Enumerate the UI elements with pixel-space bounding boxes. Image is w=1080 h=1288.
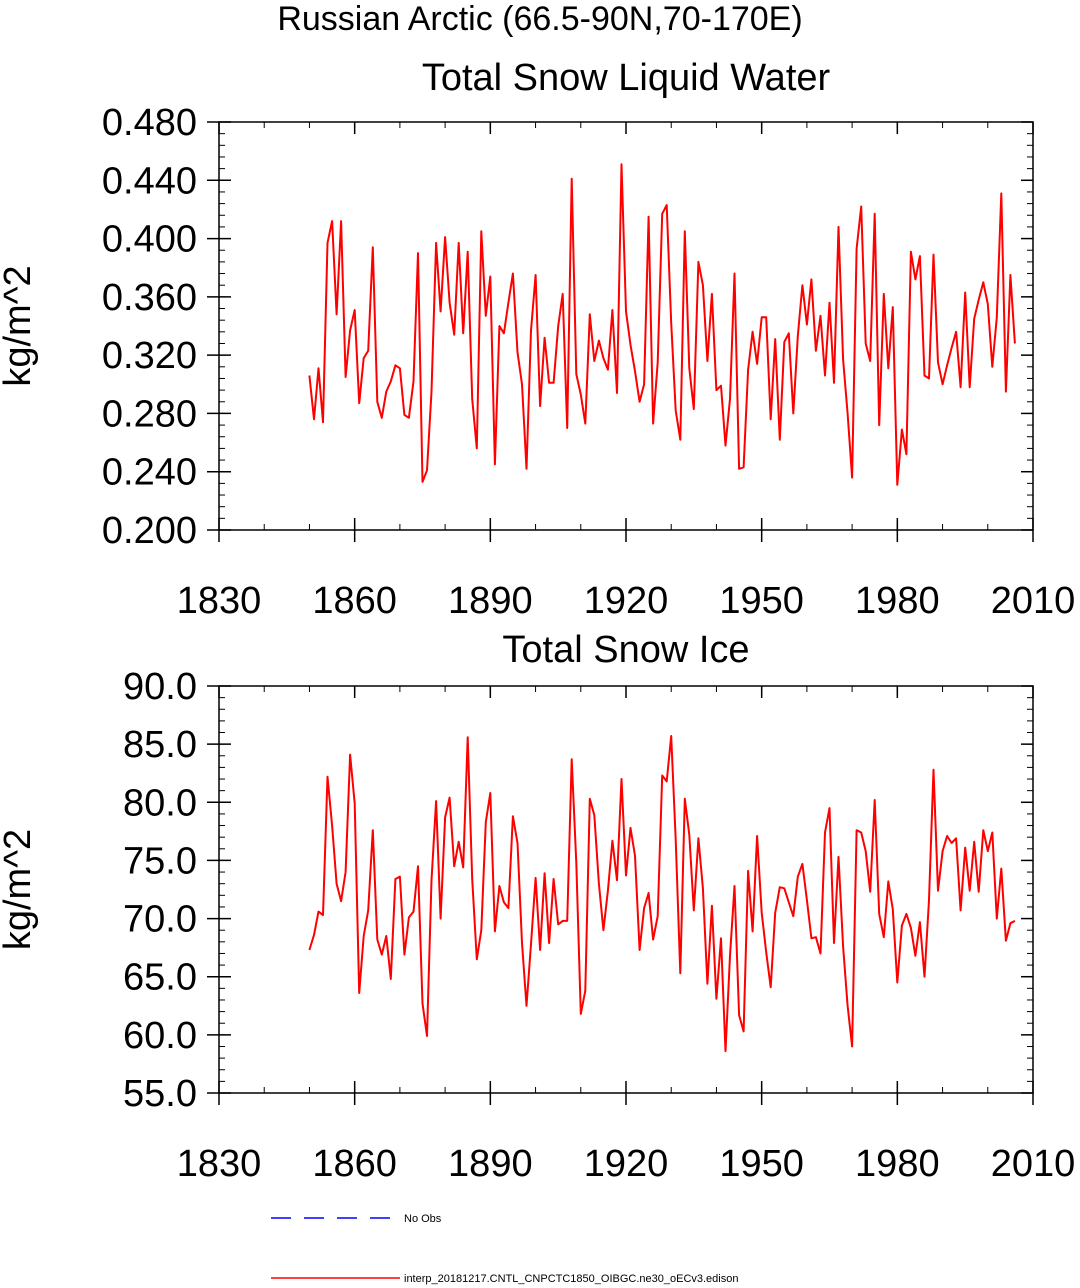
legend: No Obs interp_20181217.CNTL_CNPCTC1850_OI…	[271, 1213, 738, 1285]
chart-0-ytick-label: 0.200	[102, 510, 197, 552]
chart-1-ytick-label: 60.0	[123, 1015, 197, 1057]
chart-0-ytick-label: 0.400	[102, 219, 197, 261]
legend-label-1: interp_20181217.CNTL_CNPCTC1850_OIBGC.ne…	[404, 1273, 738, 1285]
chart-0-xtick-label: 1890	[448, 580, 533, 622]
chart-1-xtick-label: 2010	[991, 1143, 1076, 1185]
chart-0-xtick-label: 1860	[312, 580, 397, 622]
chart-1-xtick-label: 1830	[177, 1143, 262, 1185]
chart-1-ytick-label: 75.0	[123, 840, 197, 882]
chart-0-series-line-0	[308, 163, 1016, 486]
chart-0-xtick-label: 1980	[855, 580, 940, 622]
chart-1-title: Total Snow Ice	[502, 629, 749, 671]
chart-1-frame	[218, 685, 1034, 1094]
chart-1-ylabel: kg/m^2	[0, 829, 39, 950]
chart-0-title: Total Snow Liquid Water	[422, 57, 831, 99]
chart-1-xtick-label: 1890	[448, 1143, 533, 1185]
chart-0-xtick-label: 2010	[991, 580, 1076, 622]
chart-1-xtick-label: 1920	[584, 1143, 669, 1185]
chart-0-frame	[218, 121, 1034, 531]
chart-1-ytick-label: 90.0	[123, 666, 197, 708]
chart-1-series-line-0	[308, 735, 1016, 1053]
chart-0-ytick-label: 0.360	[102, 277, 197, 319]
chart-panel-snow-ice: Total Snow Ice kg/m^2 55.0 60.0 65.0 70.0 75.0…	[0, 629, 1075, 1185]
chart-0-xtick-label: 1950	[719, 580, 804, 622]
chart-0-ytick-label: 0.320	[102, 335, 197, 377]
chart-1-ytick-label: 55.0	[123, 1073, 197, 1115]
legend-label-0: No Obs	[404, 1213, 442, 1225]
chart-panel-snow-liquid-water: Total Snow Liquid Water kg/m^2 0.200 0.240 0…	[0, 57, 1075, 622]
chart-0-xtick-label: 1920	[584, 580, 669, 622]
chart-1-xtick-label: 1950	[719, 1143, 804, 1185]
figure-title: Russian Arctic (66.5-90N,70-170E)	[277, 0, 802, 38]
chart-1-ytick-label: 80.0	[123, 782, 197, 824]
chart-0-ytick-label: 0.280	[102, 393, 197, 435]
chart-1-ytick-label: 65.0	[123, 957, 197, 999]
chart-0-ytick-label: 0.480	[102, 102, 197, 144]
chart-1-xtick-label: 1980	[855, 1143, 940, 1185]
chart-0-ytick-label: 0.440	[102, 160, 197, 202]
chart-0-xtick-label: 1830	[177, 580, 262, 622]
chart-1-xtick-label: 1860	[312, 1143, 397, 1185]
chart-1-ytick-label: 85.0	[123, 724, 197, 766]
chart-0-ytick-label: 0.240	[102, 452, 197, 494]
chart-0-ylabel: kg/m^2	[0, 265, 39, 386]
chart-1-ytick-label: 70.0	[123, 899, 197, 941]
